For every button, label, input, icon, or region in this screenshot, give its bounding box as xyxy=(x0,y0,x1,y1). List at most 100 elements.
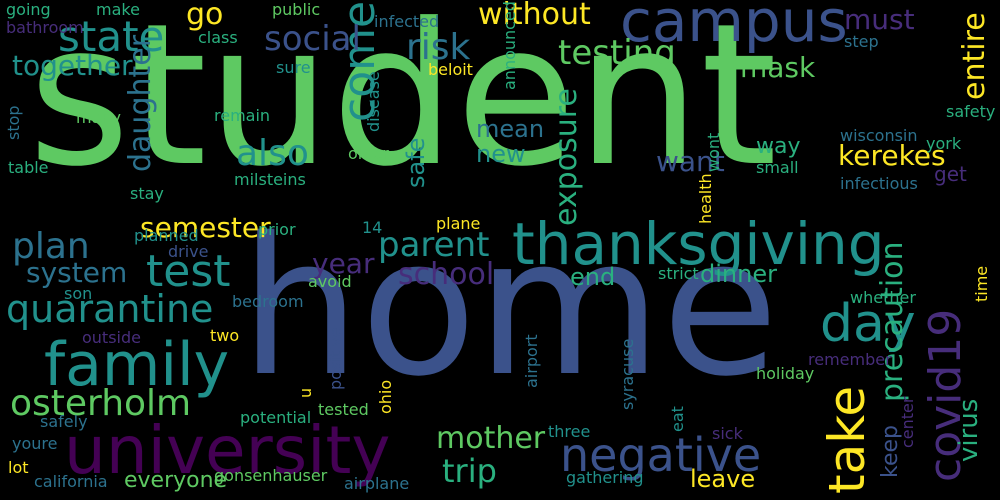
word-remember: avoid xyxy=(308,272,352,291)
word-son: planned xyxy=(134,226,199,245)
word-home: home xyxy=(240,197,779,418)
word-health: safely xyxy=(40,412,88,431)
word-california: ohio xyxy=(376,379,395,414)
word-trip: trip xyxy=(442,452,497,490)
word-center: gathering xyxy=(566,468,644,487)
word-keep: get xyxy=(934,162,967,186)
word-way: mean xyxy=(476,115,545,143)
word-small: stop xyxy=(4,105,23,140)
word-plane: milsteins xyxy=(234,170,306,189)
word-school: school xyxy=(398,257,495,292)
word-going: small xyxy=(756,158,799,177)
word-test: test xyxy=(146,246,231,297)
word-social: daughter xyxy=(123,34,158,172)
word-14: older xyxy=(348,144,389,163)
word-without: without xyxy=(478,0,591,32)
word-everyone: safe xyxy=(402,137,430,188)
word-gonsenhauser: airport xyxy=(522,334,541,388)
word-quarantine: quarantine xyxy=(6,287,214,331)
word-eat: airplane xyxy=(344,474,410,493)
word-airplane: syracuse xyxy=(618,338,637,410)
word-sick: u xyxy=(296,387,315,398)
word-bedroom: prior xyxy=(258,220,296,239)
word-drive: stay xyxy=(130,184,164,203)
word-airport: california xyxy=(34,472,108,491)
word-beloit: class xyxy=(198,28,238,47)
word-family: family xyxy=(44,330,230,400)
word-whether: drive xyxy=(168,242,209,261)
word-mask: must xyxy=(844,3,915,36)
word-plan: plan xyxy=(12,226,90,267)
word-state: state xyxy=(58,12,165,61)
word-semester: exposure xyxy=(549,88,584,226)
word-mother: mother xyxy=(436,421,546,456)
word-campus: campus xyxy=(620,0,848,55)
word-also: also xyxy=(236,133,309,174)
word-leave: together xyxy=(12,49,133,82)
word-wisconsin: disease xyxy=(364,71,383,132)
word-syracuse: gonsenhauser xyxy=(214,466,328,485)
word-tested: whether xyxy=(850,288,916,307)
word-potential: time xyxy=(972,265,991,302)
word-outside: son xyxy=(64,284,93,303)
word-testing: testing xyxy=(558,33,676,73)
word-new: kerekes xyxy=(838,139,946,172)
word-step: sure xyxy=(276,58,311,77)
word-avoid: 14 xyxy=(362,218,383,237)
word-take: take xyxy=(818,385,876,494)
word-virus: everyone xyxy=(124,468,228,493)
word-sure: bathroom xyxy=(6,18,84,37)
word-milsteins: wont xyxy=(704,132,723,172)
word-time: youre xyxy=(12,434,58,453)
word-bathroom: public xyxy=(272,0,321,19)
word-table: wisconsin xyxy=(840,126,918,145)
word-safety: beloit xyxy=(428,60,473,79)
word-get: new xyxy=(476,140,526,168)
word-university: university xyxy=(64,412,391,489)
word-wont: holiday xyxy=(756,364,815,383)
word-ohio: sick xyxy=(712,424,743,443)
word-infectious: step xyxy=(844,32,879,51)
word-thanksgiving: thanksgiving xyxy=(512,210,885,278)
word-youre: positive xyxy=(326,327,345,390)
word-negative: negative xyxy=(560,428,762,482)
word-public: going xyxy=(6,0,51,19)
word-prior: table xyxy=(8,158,49,177)
word-precaution: leave xyxy=(690,465,756,493)
word-safe: way xyxy=(756,134,801,159)
word-system: system xyxy=(26,256,128,289)
word-york: announced xyxy=(500,1,519,90)
word-kerekes: mask xyxy=(740,51,816,84)
word-holiday: strict xyxy=(658,264,699,283)
word-end: year xyxy=(312,247,375,280)
word-planned: remain xyxy=(214,106,271,125)
word-three: two xyxy=(210,326,240,345)
word-dinner: semester xyxy=(140,211,271,244)
word-u: lot xyxy=(8,458,29,477)
word-two: bedroom xyxy=(232,292,304,311)
word-want: entire xyxy=(957,12,992,100)
word-positive: three xyxy=(548,422,591,441)
word-remain: york xyxy=(926,134,962,153)
word-must: go xyxy=(186,0,224,32)
word-class: infected xyxy=(374,12,440,31)
word-daughter: dinner xyxy=(700,260,777,288)
word-stay: many xyxy=(76,108,121,127)
word-year: precaution xyxy=(875,241,910,402)
word-make: health xyxy=(696,173,715,224)
word-lot: tested xyxy=(318,400,369,419)
word-announced: center xyxy=(898,396,917,448)
word-go: social xyxy=(264,19,361,59)
word-risk: risk xyxy=(406,27,471,68)
word-osterholm: osterholm xyxy=(10,383,192,424)
word-together: virus xyxy=(954,398,984,462)
word-disease: remember xyxy=(808,350,892,369)
word-mean: want xyxy=(656,145,725,178)
word-infected: make xyxy=(96,0,140,19)
word-parent: parent xyxy=(378,225,490,265)
word-gathering: eat xyxy=(668,406,687,432)
word-day: day xyxy=(820,294,916,354)
word-student: student xyxy=(28,0,778,210)
word-stop: potential xyxy=(240,408,312,427)
